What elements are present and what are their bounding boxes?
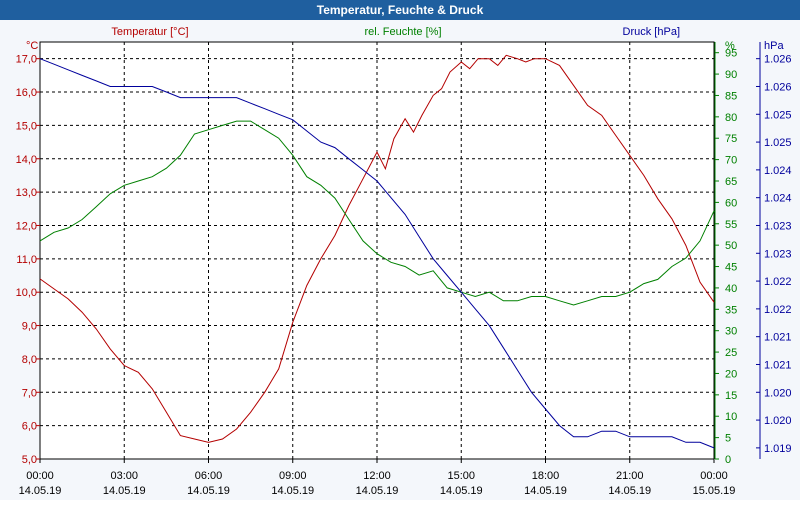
date-tick-label-2: 14.05.19 — [187, 485, 230, 497]
pressure-tick-label-6: 1.022 — [764, 276, 792, 288]
time-tick-label-3: 09:00 — [279, 470, 307, 482]
date-tick-label-5: 14.05.19 — [440, 485, 483, 497]
temp-tick-label-12: 17,0 — [16, 54, 37, 66]
humidity-tick-label-3: 15 — [725, 390, 737, 402]
time-tick-label-2: 06:00 — [195, 470, 223, 482]
humidity-tick-label-6: 30 — [725, 326, 737, 338]
temp-tick-label-8: 13,0 — [16, 187, 37, 199]
pressure-tick-label-9: 1.024 — [764, 193, 792, 205]
humidity-tick-label-9: 45 — [725, 262, 737, 274]
time-tick-label-0: 00:00 — [26, 470, 54, 482]
temp-tick-label-2: 7,0 — [22, 387, 37, 399]
pressure-tick-label-11: 1.025 — [764, 137, 792, 149]
humidity-tick-label-13: 65 — [725, 176, 737, 188]
line-chart: 5,0 6,0 7,0 8,0 9,0 10,0 11,0 12,0 13,0 14,0 15,0 1… — [16, 26, 792, 497]
window-title: Temperatur, Feuchte & Druck — [0, 0, 800, 20]
temp-tick-label-9: 14,0 — [16, 154, 37, 166]
series-line-temperature — [39, 54, 715, 443]
temperature-axis: 5,0 6,0 7,0 8,0 9,0 10,0 11,0 12,0 13,0 14,0 15,0 1… — [16, 54, 40, 466]
date-tick-label-3: 14.05.19 — [271, 485, 314, 497]
chart-area: 5,0 6,0 7,0 8,0 9,0 10,0 11,0 12,0 13,0 14,0 15,0 1… — [0, 20, 800, 500]
grid — [40, 42, 714, 459]
temp-tick-label-1: 6,0 — [22, 421, 37, 433]
date-tick-label-0: 14.05.19 — [19, 485, 62, 497]
pressure-axis: 1.019 1.020 1.020 1.021 1.021 1.022 1.022 1.023… — [756, 42, 792, 459]
humidity-tick-label-0: 0 — [725, 454, 731, 466]
pressure-tick-label-5: 1.022 — [764, 304, 792, 316]
temp-tick-label-7: 12,0 — [16, 220, 37, 232]
humidity-legend: rel. Feuchte [%] — [364, 26, 441, 38]
pressure-tick-label-14: 1.026 — [764, 54, 792, 66]
humidity-tick-label-5: 25 — [725, 347, 737, 359]
humidity-tick-label-14: 70 — [725, 155, 737, 167]
humidity-tick-label-18: 90 — [725, 69, 737, 81]
humidity-tick-label-16: 80 — [725, 112, 737, 124]
temp-tick-label-3: 8,0 — [22, 354, 37, 366]
humidity-tick-label-10: 50 — [725, 240, 737, 252]
humidity-tick-label-7: 35 — [725, 304, 737, 316]
date-tick-label-6: 14.05.19 — [524, 485, 567, 497]
humidity-tick-label-4: 20 — [725, 368, 737, 380]
date-tick-label-4: 14.05.19 — [356, 485, 399, 497]
temp-tick-label-6: 11,0 — [16, 254, 37, 266]
time-tick-label-5: 15:00 — [447, 470, 475, 482]
temp-tick-label-4: 9,0 — [22, 321, 37, 333]
date-tick-label-8: 15.05.19 — [693, 485, 736, 497]
pressure-tick-label-12: 1.025 — [764, 109, 792, 121]
humidity-tick-label-17: 85 — [725, 90, 737, 102]
humidity-tick-label-12: 60 — [725, 197, 737, 209]
temp-tick-label-0: 5,0 — [22, 454, 37, 466]
series-layer — [39, 54, 715, 449]
temp-tick-label-11: 16,0 — [16, 87, 37, 99]
date-tick-label-7: 14.05.19 — [608, 485, 651, 497]
time-axis: 00:00 14.05.19 03:00 14.05.19 06:00 14.05.19 0… — [19, 459, 736, 497]
time-tick-label-7: 21:00 — [616, 470, 644, 482]
time-tick-label-4: 12:00 — [363, 470, 391, 482]
time-tick-label-1: 03:00 — [110, 470, 138, 482]
pressure-tick-label-0: 1.019 — [764, 443, 792, 455]
humidity-unit-label: % — [725, 40, 735, 52]
pressure-tick-label-4: 1.021 — [764, 332, 792, 344]
date-tick-label-1: 14.05.19 — [103, 485, 146, 497]
pressure-tick-label-1: 1.020 — [764, 415, 792, 427]
pressure-tick-label-8: 1.023 — [764, 220, 792, 232]
pressure-unit-label: hPa — [764, 40, 784, 52]
humidity-tick-label-19: 95 — [725, 48, 737, 60]
pressure-tick-label-3: 1.021 — [764, 359, 792, 371]
time-tick-label-6: 18:00 — [532, 470, 560, 482]
temp-tick-label-10: 15,0 — [16, 120, 37, 132]
series-line-humidity — [39, 120, 715, 306]
temperature-unit-label: °C — [26, 40, 38, 52]
humidity-tick-label-11: 55 — [725, 219, 737, 231]
pressure-legend: Druck [hPa] — [623, 26, 680, 38]
temp-tick-label-5: 10,0 — [16, 287, 37, 299]
humidity-tick-label-1: 5 — [725, 433, 731, 445]
pressure-tick-label-13: 1.026 — [764, 81, 792, 93]
humidity-axis: 0 5 10 15 20 25 30 35 40 45 50 55 60 65 70 75 80 85 90 95 — [714, 42, 737, 466]
humidity-tick-label-8: 40 — [725, 283, 737, 295]
humidity-tick-label-15: 75 — [725, 133, 737, 145]
temperature-legend: Temperatur [°C] — [111, 26, 188, 38]
time-tick-label-8: 00:00 — [700, 470, 728, 482]
humidity-tick-label-2: 10 — [725, 411, 737, 423]
pressure-tick-label-10: 1.024 — [764, 165, 792, 177]
pressure-tick-label-2: 1.020 — [764, 387, 792, 399]
pressure-tick-label-7: 1.023 — [764, 248, 792, 260]
series-line-pressure — [39, 58, 715, 449]
